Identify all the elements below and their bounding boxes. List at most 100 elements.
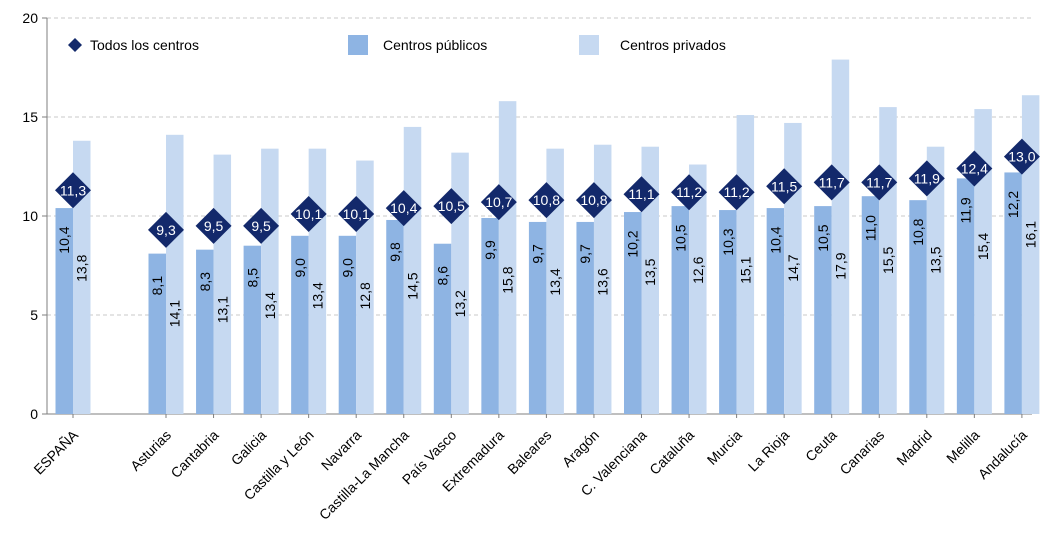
marker-todos (148, 211, 184, 248)
category-label: Galicia (228, 427, 270, 469)
marker-todos (195, 207, 232, 244)
category-label: Castilla-La Mancha (316, 427, 412, 523)
y-tick-label: 0 (30, 406, 38, 422)
category-label: Asturias (127, 427, 174, 474)
marker-label-todos: 11,2 (676, 184, 702, 200)
marker-label-todos: 9,3 (156, 222, 176, 238)
bar-privados (1021, 95, 1040, 414)
value-label-privados: 17,9 (832, 252, 848, 279)
marker-todos (338, 196, 375, 233)
legend-item-publicos: Centros públicos (348, 35, 487, 55)
bar-privados (641, 146, 659, 414)
value-label-publicos: 8,6 (435, 266, 451, 286)
marker-todos (623, 176, 660, 213)
marker-label-todos: 10,8 (580, 192, 607, 208)
bars (55, 59, 1040, 415)
marker-label-todos: 12,4 (961, 160, 988, 176)
bar-publicos (909, 200, 927, 414)
value-label-publicos: 10,4 (767, 226, 783, 253)
value-label-publicos: 8,3 (197, 272, 213, 292)
bar-publicos (481, 217, 499, 414)
bar-publicos (196, 249, 214, 414)
bar-privados (403, 126, 422, 415)
value-label-privados: 15,5 (880, 247, 896, 274)
marker-label-todos: 10,1 (295, 206, 322, 222)
value-label-privados: 15,4 (975, 233, 991, 260)
bar-publicos (624, 212, 642, 414)
legend-label-privados: Centros privados (620, 37, 726, 53)
marker-todos (1003, 138, 1040, 175)
bar-publicos (433, 243, 452, 414)
bar-publicos (55, 208, 73, 414)
value-label-privados: 12,6 (690, 256, 706, 283)
value-label-publicos: 9,7 (577, 244, 593, 264)
bar-publicos (814, 206, 832, 414)
category-label: Murcia (704, 427, 745, 468)
marker-todos (55, 172, 91, 209)
y-tick-label: 15 (22, 109, 38, 125)
marker-label-todos: 11,5 (771, 178, 797, 194)
value-label-privados: 13,5 (928, 246, 944, 273)
value-label-privados: 13,2 (452, 290, 468, 317)
category-label: La Rioja (745, 427, 793, 475)
bar-privados (213, 154, 232, 414)
value-label-publicos: 10,4 (56, 226, 72, 253)
value-label-publicos: 12,2 (1005, 191, 1021, 218)
bar-publicos (671, 206, 690, 414)
marker-label-todos: 11,3 (60, 182, 86, 198)
category-label: Ceuta (802, 427, 840, 465)
category-label: Navarra (318, 427, 365, 474)
marker-label-todos: 10,1 (343, 206, 370, 222)
category-label: Baleares (504, 427, 554, 477)
value-label-privados: 13,8 (74, 254, 90, 281)
value-label-privados: 13,4 (547, 268, 563, 295)
category-label: Canarias (836, 427, 887, 478)
marker-label-todos: 9,5 (251, 218, 271, 234)
marker-label-todos: 9,5 (204, 218, 224, 234)
value-label-privados: 14,7 (785, 254, 801, 281)
marker-label-todos: 10,7 (485, 194, 512, 210)
y-tick-label: 10 (22, 208, 38, 224)
legend-item-privados: Centros privados (579, 35, 726, 55)
value-label-publicos: 10,5 (815, 224, 831, 251)
value-label-privados: 13,4 (262, 292, 278, 319)
category-label: Andalucía (975, 427, 1030, 482)
marker-label-todos: 11,7 (866, 174, 892, 190)
value-label-publicos: 9,0 (292, 258, 308, 278)
marker-todos (243, 207, 280, 244)
marker-todos (861, 164, 898, 201)
value-label-privados: 13,4 (309, 282, 325, 309)
category-label: ESPAÑA (30, 426, 81, 477)
legend-label-todos: Todos los centros (90, 37, 199, 53)
bar-privados (831, 59, 850, 414)
bar-publicos (1004, 172, 1022, 414)
marker-todos (908, 160, 945, 197)
marker-todos (433, 188, 470, 225)
bar-value-labels: 10,413,88,114,18,313,18,513,49,013,49,01… (56, 191, 1038, 328)
value-label-privados: 12,8 (357, 282, 373, 309)
value-label-privados: 13,5 (642, 258, 658, 285)
value-label-privados: 14,5 (405, 272, 421, 299)
value-label-privados: 15,8 (500, 266, 516, 293)
category-label: Cantabria (167, 427, 221, 481)
legend-public-swatch (348, 35, 368, 55)
bar-privados (166, 134, 184, 414)
marker-todos (671, 174, 708, 211)
value-label-publicos: 9,0 (339, 258, 355, 278)
marker-todos (575, 182, 612, 219)
bar-publicos (291, 235, 309, 414)
bar-publicos (861, 196, 880, 414)
bar-privados (974, 109, 992, 414)
bar-publicos (528, 221, 547, 414)
value-label-privados: 15,1 (737, 256, 753, 283)
bar-privados (261, 148, 279, 414)
value-label-publicos: 8,5 (244, 268, 260, 288)
bar-privados (498, 101, 517, 414)
category-label: Madrid (893, 427, 935, 469)
marker-label-todos: 11,9 (914, 170, 940, 186)
y-tick-label: 20 (22, 10, 38, 26)
bar-privados (308, 148, 327, 414)
bar-publicos (719, 210, 737, 414)
